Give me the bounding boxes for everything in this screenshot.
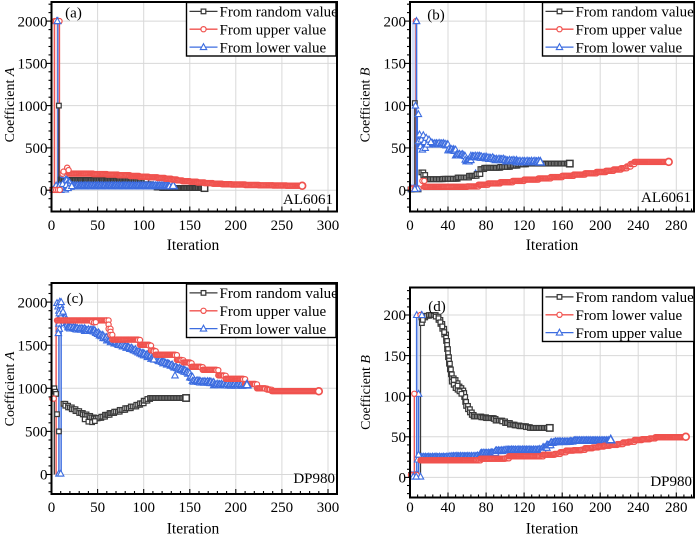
svg-text:Iteration: Iteration: [167, 521, 220, 538]
svg-text:0: 0: [40, 468, 48, 484]
svg-text:200: 200: [384, 14, 407, 30]
svg-text:80: 80: [479, 500, 494, 516]
svg-text:1500: 1500: [18, 338, 48, 354]
svg-text:250: 250: [271, 218, 294, 234]
svg-text:From random value: From random value: [576, 290, 695, 306]
svg-text:50: 50: [391, 141, 406, 157]
svg-text:0: 0: [48, 500, 56, 516]
svg-text:160: 160: [551, 218, 574, 234]
svg-text:(c): (c): [67, 291, 84, 307]
svg-text:Iteration: Iteration: [526, 237, 579, 254]
svg-text:(a): (a): [65, 6, 82, 22]
svg-text:From upper value: From upper value: [220, 304, 327, 320]
svg-text:40: 40: [441, 500, 456, 516]
svg-text:240: 240: [627, 218, 650, 234]
svg-text:Coefficient A: Coefficient A: [3, 351, 18, 426]
svg-text:From lower value: From lower value: [576, 40, 683, 56]
svg-text:(d): (d): [428, 299, 446, 315]
svg-text:1500: 1500: [18, 57, 48, 73]
svg-text:500: 500: [25, 141, 48, 157]
svg-text:From lower value: From lower value: [220, 322, 327, 338]
svg-text:160: 160: [551, 500, 574, 516]
svg-text:From lower value: From lower value: [220, 40, 327, 56]
svg-text:50: 50: [391, 430, 406, 446]
svg-text:Coefficient B: Coefficient B: [359, 355, 374, 430]
svg-text:AL6061: AL6061: [283, 192, 333, 208]
svg-text:0: 0: [40, 183, 48, 199]
svg-text:DP980: DP980: [650, 474, 692, 490]
svg-text:From upper value: From upper value: [576, 326, 683, 342]
svg-text:150: 150: [179, 500, 202, 516]
svg-text:280: 280: [665, 218, 688, 234]
svg-text:500: 500: [25, 425, 48, 441]
svg-text:2000: 2000: [18, 295, 48, 311]
svg-text:1000: 1000: [18, 99, 48, 115]
svg-text:240: 240: [627, 500, 650, 516]
svg-text:From lower value: From lower value: [576, 308, 683, 324]
svg-text:DP980: DP980: [293, 471, 335, 487]
svg-text:150: 150: [179, 218, 202, 234]
svg-text:From upper value: From upper value: [220, 23, 327, 39]
svg-text:Coefficient B: Coefficient B: [359, 67, 374, 142]
svg-text:120: 120: [513, 500, 536, 516]
svg-text:200: 200: [225, 500, 248, 516]
svg-text:Iteration: Iteration: [167, 237, 220, 254]
svg-text:2000: 2000: [18, 14, 48, 30]
svg-text:50: 50: [90, 218, 105, 234]
svg-text:300: 300: [317, 218, 340, 234]
svg-text:1000: 1000: [18, 382, 48, 398]
svg-text:Iteration: Iteration: [526, 521, 579, 538]
svg-text:200: 200: [225, 218, 248, 234]
svg-text:150: 150: [384, 57, 407, 73]
svg-text:100: 100: [132, 500, 155, 516]
svg-text:0: 0: [406, 500, 414, 516]
svg-text:200: 200: [589, 218, 612, 234]
svg-text:50: 50: [90, 500, 105, 516]
svg-text:0: 0: [399, 471, 407, 487]
svg-text:From random value: From random value: [576, 5, 695, 21]
svg-text:40: 40: [441, 218, 456, 234]
svg-text:From upper value: From upper value: [576, 23, 683, 39]
svg-text:250: 250: [271, 500, 294, 516]
svg-text:100: 100: [132, 218, 155, 234]
svg-text:300: 300: [317, 500, 340, 516]
svg-text:0: 0: [399, 183, 407, 199]
svg-text:Coefficient A: Coefficient A: [3, 67, 18, 142]
svg-text:100: 100: [384, 389, 407, 405]
svg-text:200: 200: [384, 308, 407, 324]
svg-text:150: 150: [384, 349, 407, 365]
svg-text:0: 0: [48, 218, 56, 234]
svg-text:From random value: From random value: [220, 5, 339, 21]
svg-text:100: 100: [384, 99, 407, 115]
svg-text:200: 200: [589, 500, 612, 516]
svg-text:AL6061: AL6061: [641, 190, 691, 206]
svg-text:280: 280: [665, 500, 688, 516]
svg-text:0: 0: [406, 218, 414, 234]
svg-text:120: 120: [513, 218, 536, 234]
svg-text:From random value: From random value: [220, 286, 339, 302]
svg-text:(b): (b): [427, 8, 445, 24]
svg-text:80: 80: [479, 218, 494, 234]
